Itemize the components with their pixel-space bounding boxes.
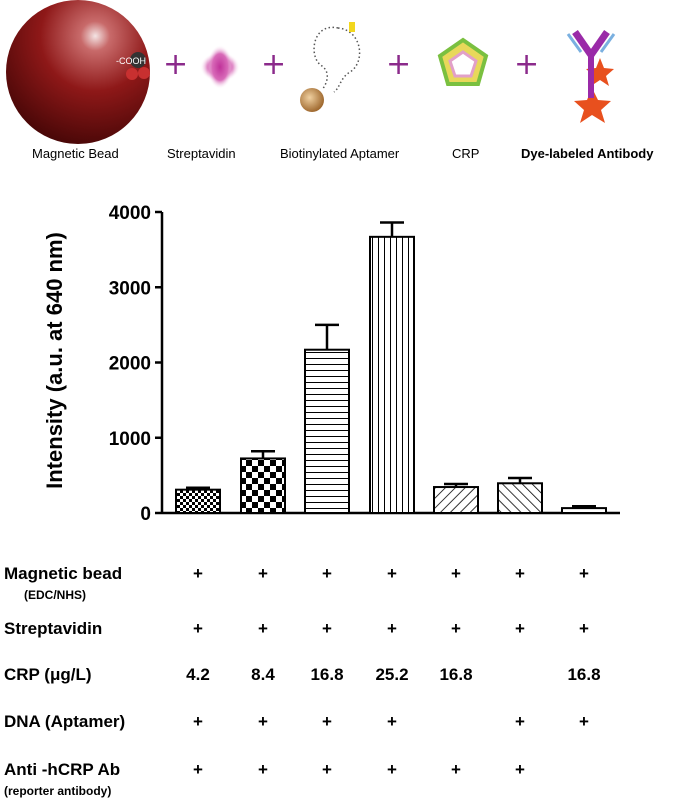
magnetic-bead-icon <box>6 0 150 144</box>
table-cell: 16.8 <box>567 665 601 684</box>
streptavidin-icon <box>200 45 240 89</box>
table-cell: + <box>387 712 397 731</box>
table-cell: + <box>193 712 203 731</box>
table-cell: + <box>579 564 589 583</box>
table-cell: + <box>515 564 525 583</box>
label-magnetic-bead: Magnetic Bead <box>32 146 119 161</box>
table-cell: + <box>515 760 525 779</box>
table-cell: + <box>579 712 589 731</box>
intensity-bar-chart: 0 1000 2000 3000 4000 Intensity (a.u. at 640 … <box>42 203 620 525</box>
label-aptamer: Biotinylated Aptamer <box>280 146 400 161</box>
y-tick-label: 1000 <box>109 429 151 450</box>
table-cell: 16.8 <box>310 665 344 684</box>
table-cell: 16.8 <box>439 665 473 684</box>
table-row-label: Anti -hCRP Ab <box>4 760 121 779</box>
table-cell: + <box>451 564 461 583</box>
table-row-label: Streptavidin <box>4 619 103 638</box>
y-tick-label: 2000 <box>109 354 151 375</box>
aptamer-icon <box>300 22 361 112</box>
table-cell: + <box>451 760 461 779</box>
table-cell: + <box>322 760 332 779</box>
label-antibody: Dye-labeled Antibody <box>521 146 654 161</box>
table-cell: + <box>258 760 268 779</box>
table-cell: + <box>387 564 397 583</box>
table-row-label: Magnetic bead <box>4 564 123 583</box>
table-cell: + <box>515 619 525 638</box>
bead-cooh-label: -COOH <box>116 56 146 66</box>
table-cell: + <box>322 712 332 731</box>
table-cell: + <box>451 619 461 638</box>
table-cell: + <box>258 619 268 638</box>
antibody-icon <box>566 30 616 123</box>
bar <box>369 235 415 515</box>
table-cell: + <box>515 712 525 731</box>
table-cell: + <box>322 564 332 583</box>
y-tick-label: 0 <box>140 504 151 525</box>
table-cell: 25.2 <box>375 665 409 684</box>
table-cell: 8.4 <box>251 665 275 684</box>
table-cell: + <box>193 564 203 583</box>
table-cell: + <box>258 564 268 583</box>
table-row-label: DNA (Aptamer) <box>4 712 126 731</box>
bar <box>433 486 479 515</box>
label-crp: CRP <box>452 146 480 161</box>
y-axis-label: Intensity (a.u. at 640 nm) <box>42 232 67 489</box>
y-tick-label: 3000 <box>109 278 151 299</box>
table-cell: + <box>258 712 268 731</box>
table-cell: 4.2 <box>186 665 210 684</box>
assay-scheme: -COOH + + + + Magnetic Bead Streptavidin… <box>0 0 685 175</box>
table-cell: + <box>193 760 203 779</box>
table-row-sublabel: (EDC/NHS) <box>24 588 86 602</box>
bar <box>240 457 286 515</box>
table-cell: + <box>193 619 203 638</box>
table-cell: + <box>387 760 397 779</box>
crp-icon <box>437 37 489 86</box>
bar <box>175 488 221 514</box>
scheme-illustrations <box>6 0 616 144</box>
table-cell: + <box>322 619 332 638</box>
bar <box>497 482 543 514</box>
table-cell: + <box>579 619 589 638</box>
table-row-sublabel: (reporter antibody) <box>4 784 112 798</box>
plus-sign-3: + <box>386 47 412 82</box>
y-tick-label: 4000 <box>109 203 151 224</box>
label-streptavidin: Streptavidin <box>167 146 236 161</box>
table-row-label: CRP (μg/L) <box>4 665 92 684</box>
plus-sign-4: + <box>514 47 540 82</box>
table-cell: + <box>387 619 397 638</box>
plus-sign-1: + <box>163 47 189 82</box>
plus-sign-2: + <box>261 47 287 82</box>
bar <box>561 507 607 515</box>
bar <box>304 348 350 514</box>
